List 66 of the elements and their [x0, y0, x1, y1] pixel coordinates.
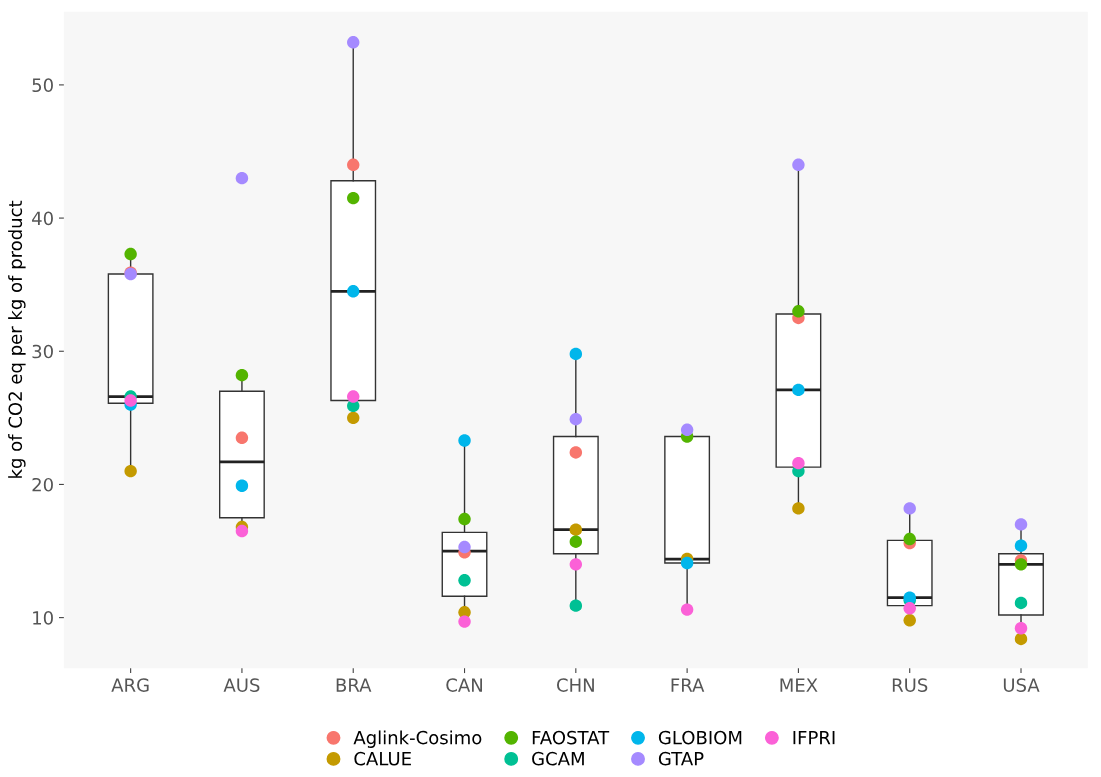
point: [347, 36, 360, 49]
x-tick-label: FRA: [671, 678, 705, 692]
point: [235, 479, 249, 492]
point: [458, 615, 471, 628]
point: [569, 347, 583, 361]
x-tick-label: BRA: [336, 678, 372, 692]
point: [569, 558, 583, 571]
point: [1014, 622, 1028, 635]
point: [347, 285, 360, 298]
point: [1014, 539, 1028, 552]
x-tick-label: CAN: [446, 678, 482, 692]
point: [347, 411, 360, 425]
point: [1014, 558, 1028, 571]
point: [235, 369, 249, 382]
x-tick-label: CHN: [556, 678, 594, 692]
point: [347, 191, 360, 205]
point: [235, 171, 249, 185]
point: [903, 602, 916, 615]
legend-label: GLOBIOM: [658, 730, 742, 745]
legend-label: IFPRI: [793, 730, 835, 745]
point: [458, 540, 471, 554]
point: [458, 574, 471, 587]
x-tick-label: AUS: [223, 678, 260, 692]
point: [1014, 596, 1028, 610]
x-tick-label: ARG: [111, 678, 149, 692]
point: [347, 158, 360, 172]
legend-label: FAOSTAT: [532, 730, 610, 745]
point: [235, 524, 249, 538]
y-tick-label: 20: [32, 477, 53, 492]
point: [458, 434, 471, 447]
x-tick-label: USA: [1003, 678, 1040, 692]
y-tick-label: 10: [33, 611, 53, 625]
legend-label: GTAP: [658, 751, 704, 766]
point: [569, 446, 583, 459]
point: [235, 431, 249, 445]
point: [903, 502, 916, 515]
point: [1014, 632, 1028, 646]
legend-label: Aglink-Cosimo: [353, 730, 482, 748]
point: [792, 305, 805, 318]
point: [347, 390, 360, 403]
point: [124, 394, 137, 407]
y-tick-label: 50: [32, 78, 53, 93]
point: [458, 512, 471, 526]
y-axis-title: kg of CO2 eq per kg of product: [8, 200, 26, 478]
point: [569, 523, 583, 536]
y-tick-label: 30: [32, 344, 53, 359]
legend-label: CALUE: [354, 751, 411, 766]
y-tick-label: 40: [32, 211, 53, 226]
x-tick-label: RUS: [892, 678, 928, 692]
legend-label: GCAM: [532, 751, 584, 766]
point: [792, 456, 805, 470]
point: [569, 535, 583, 548]
point: [680, 423, 694, 437]
point: [792, 502, 805, 515]
point: [569, 599, 583, 612]
point: [903, 614, 916, 627]
point: [792, 383, 805, 397]
point: [680, 556, 694, 570]
point: [1014, 518, 1028, 531]
point: [124, 464, 137, 478]
point: [903, 532, 916, 546]
point: [124, 247, 137, 261]
point: [680, 603, 694, 616]
point: [792, 158, 805, 172]
x-tick-label: MEX: [780, 678, 818, 692]
point: [569, 412, 583, 426]
